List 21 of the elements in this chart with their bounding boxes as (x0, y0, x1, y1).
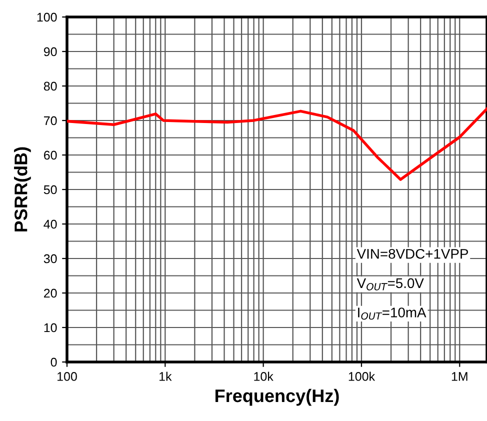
y-tick-label: 40 (44, 220, 57, 229)
x-tick-label: 10k (254, 372, 274, 381)
y-tick-label: 30 (44, 254, 57, 264)
annotation: VIN=8VDC+1VPP (356, 248, 468, 259)
x-tick-label: 1M (452, 372, 468, 381)
annotation: V$_{OUT}$=5.0V (356, 278, 424, 290)
y-tick-label: 100 (37, 12, 57, 22)
y-tick-label: 50 (44, 185, 57, 194)
y-tick-label: 20 (44, 288, 57, 298)
y-tick-label: 60 (44, 150, 57, 160)
y-axis-title: PSRR(dB) (14, 147, 31, 232)
annotation: I$_{OUT}$=10mA (358, 308, 426, 320)
y-tick-label: 10 (44, 323, 57, 332)
y-tick-label: 80 (44, 82, 57, 91)
x-tick-label: 100 (58, 372, 77, 381)
x-tick-label: 100k (348, 372, 376, 381)
x-axis-title: Frequency(Hz) (216, 388, 339, 406)
y-tick-label: 90 (44, 47, 57, 56)
x-tick-label: 1k (160, 372, 172, 381)
y-tick-label: 70 (44, 116, 57, 126)
y-tick-label: 0 (50, 358, 57, 367)
